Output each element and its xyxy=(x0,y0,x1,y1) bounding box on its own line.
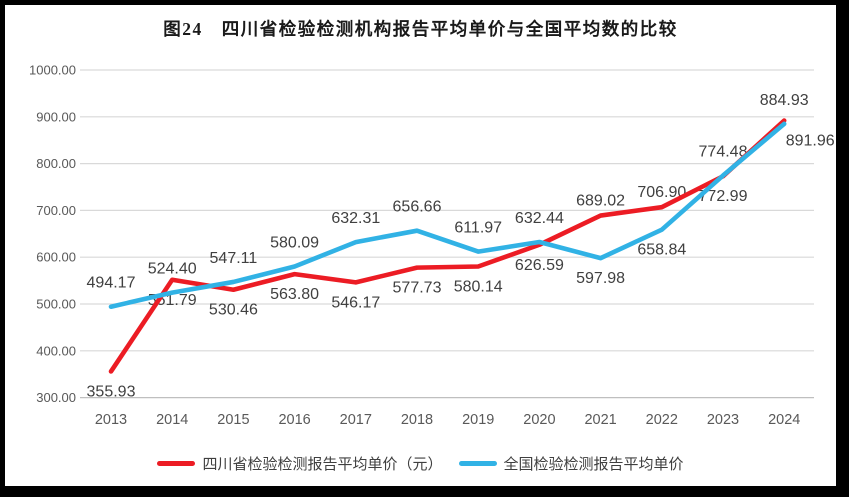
data-label-sichuan-2019: 580.14 xyxy=(454,278,503,295)
legend-item-national: 全国检验检测报告平均单价 xyxy=(458,453,684,474)
data-label-national-2018: 656.66 xyxy=(393,199,442,216)
legend-label-national: 全国检验检测报告平均单价 xyxy=(503,455,684,473)
data-label-sichuan-2024: 891.96 xyxy=(786,133,835,150)
data-label-national-2021: 597.98 xyxy=(576,270,625,287)
blue-line-swatch xyxy=(458,460,497,466)
y-axis-tick-600: 600.00 xyxy=(36,250,76,265)
data-label-sichuan-2021: 689.02 xyxy=(576,193,625,210)
x-axis-tick-2023: 2023 xyxy=(707,412,739,428)
data-label-sichuan-2020: 626.59 xyxy=(515,257,564,274)
x-axis-tick-2020: 2020 xyxy=(523,412,555,428)
red-line-swatch xyxy=(157,460,196,466)
x-axis-tick-2017: 2017 xyxy=(340,412,372,428)
data-label-sichuan-2016: 563.80 xyxy=(270,286,319,303)
x-axis-tick-2013: 2013 xyxy=(95,412,127,428)
data-label-national-2019: 611.97 xyxy=(454,220,502,237)
x-axis-tick-2022: 2022 xyxy=(646,412,678,428)
x-axis-tick-2015: 2015 xyxy=(217,412,249,428)
x-axis-tick-2018: 2018 xyxy=(401,412,433,428)
x-axis-tick-2019: 2019 xyxy=(462,412,494,428)
x-axis-tick-2016: 2016 xyxy=(278,412,310,428)
data-label-national-2016: 580.09 xyxy=(270,235,319,252)
legend-label-sichuan: 四川省检验检测报告平均单价（元） xyxy=(202,455,443,473)
y-axis-tick-300: 300.00 xyxy=(36,390,76,405)
data-label-national-2013: 494.17 xyxy=(87,275,136,292)
y-axis-tick-400: 400.00 xyxy=(36,343,76,358)
data-label-sichuan-2022: 706.90 xyxy=(637,184,686,201)
data-label-sichuan-2023: 772.99 xyxy=(699,188,748,205)
chart-legend: 四川省检验检测报告平均单价（元） 全国检验检测报告平均单价 xyxy=(5,450,836,476)
chart-title: 图24 四川省检验检测机构报告平均单价与全国平均数的比较 xyxy=(163,19,678,39)
legend-item-sichuan: 四川省检验检测报告平均单价（元） xyxy=(157,453,443,474)
data-label-national-2015: 547.11 xyxy=(210,250,258,267)
data-label-sichuan-2018: 577.73 xyxy=(393,280,442,297)
y-axis-tick-800: 800.00 xyxy=(36,156,76,171)
sichuan-series-line xyxy=(108,118,787,374)
data-label-sichuan-2015: 530.46 xyxy=(209,302,258,319)
data-label-national-2022: 658.84 xyxy=(637,242,686,259)
x-axis-tick-2024: 2024 xyxy=(768,412,800,428)
data-label-national-2024: 884.93 xyxy=(760,92,809,109)
y-axis-tick-500: 500.00 xyxy=(36,297,76,312)
data-label-national-2017: 632.31 xyxy=(331,210,380,227)
national-series-line xyxy=(108,121,787,310)
y-axis-tick-1000: 1000.00 xyxy=(29,63,76,78)
data-label-national-2014: 524.40 xyxy=(148,261,197,278)
data-label-national-2023: 774.48 xyxy=(699,144,748,161)
x-axis-tick-2021: 2021 xyxy=(584,412,616,428)
x-axis-tick-2014: 2014 xyxy=(156,412,188,428)
data-label-sichuan-2017: 546.17 xyxy=(331,294,380,311)
data-label-sichuan-2013: 355.93 xyxy=(87,383,136,400)
chart-canvas: 1000.00 900.00 800.00 700.00 600.00 500.00 400… xyxy=(5,5,836,486)
data-label-national-2020: 632.44 xyxy=(515,210,564,227)
y-axis-tick-900: 900.00 xyxy=(36,109,76,124)
y-axis-tick-700: 700.00 xyxy=(36,203,76,218)
